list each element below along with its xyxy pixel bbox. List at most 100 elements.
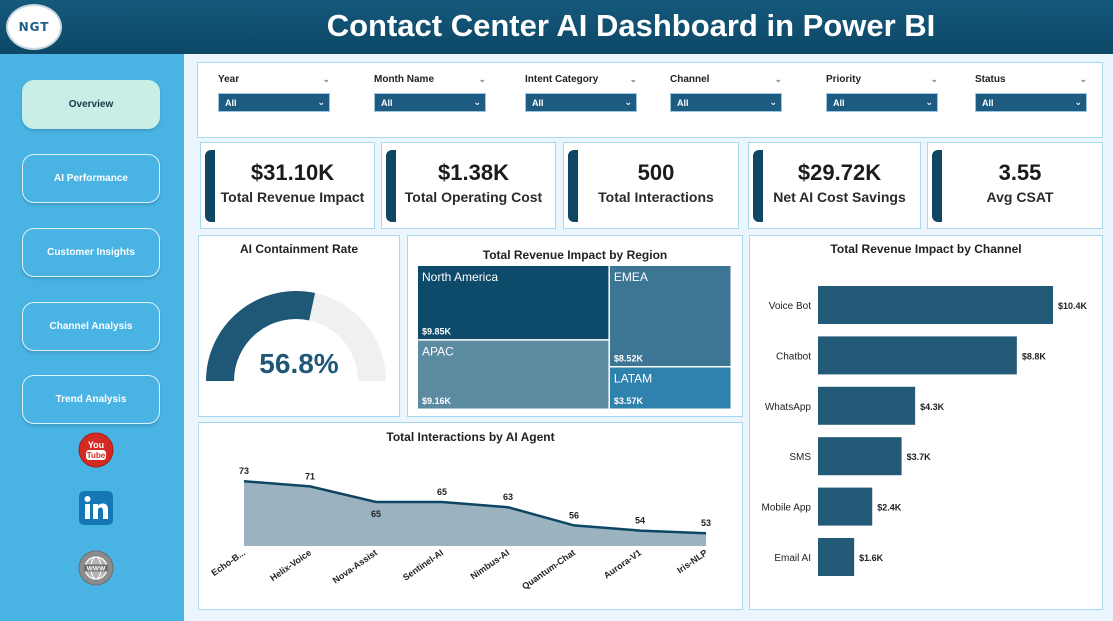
treemap-category-label: LATAM — [614, 371, 652, 385]
bar-value-label: $2.4K — [877, 503, 902, 513]
filter-status: Status ⌄ All ⌄ — [975, 71, 1087, 112]
kpi-card-avg-csat: 3.55 Avg CSAT — [927, 142, 1103, 229]
nav-ai-performance-button[interactable]: AI Performance — [22, 154, 160, 203]
gauge-value-label: 56.8% — [259, 348, 338, 379]
status-dropdown[interactable]: All ⌄ — [975, 93, 1087, 112]
gauge-panel: AI Containment Rate 56.8% — [198, 235, 400, 417]
kpi-card-net-ai-cost-savings: $29.72K Net AI Cost Savings — [748, 142, 921, 229]
logo-text: NGT — [18, 20, 50, 34]
nav-overview-button[interactable]: Overview — [22, 80, 160, 129]
bar-mobile-app[interactable] — [818, 487, 873, 526]
chevron-down-icon[interactable]: ⌄ — [322, 73, 330, 84]
page-title: Contact Center AI Dashboard in Power BI — [326, 8, 936, 43]
chevron-down-icon[interactable]: ⌄ — [930, 73, 938, 84]
bar-chatbot[interactable] — [818, 336, 1017, 375]
kpi-accent-bar — [753, 150, 763, 222]
bar-category-label: WhatsApp — [765, 402, 812, 413]
treemap-panel: Total Revenue Impact by Region North Ame… — [407, 235, 743, 417]
agent-axis-label: Helix-Voice — [268, 547, 313, 583]
kpi-value: $1.38K — [438, 160, 509, 185]
chevron-down-icon: ⌄ — [925, 97, 933, 107]
chevron-down-icon[interactable]: ⌄ — [774, 73, 782, 84]
treemap-category-label: APAC — [422, 345, 454, 359]
agent-axis-label: Echo-B... — [209, 547, 247, 578]
agent-axis-label: Quantum-Chat — [520, 547, 577, 591]
bar-category-label: Mobile App — [762, 503, 812, 514]
priority-dropdown[interactable]: All ⌄ — [826, 93, 938, 112]
agent-axis-label: Aurora-V1 — [602, 547, 643, 580]
nav-customer-insights-button[interactable]: Customer Insights — [22, 228, 160, 277]
year-dropdown[interactable]: All ⌄ — [218, 93, 330, 112]
intent-category-dropdown[interactable]: All ⌄ — [525, 93, 637, 112]
chevron-down-icon[interactable]: ⌄ — [629, 73, 637, 84]
month-name-dropdown[interactable]: All ⌄ — [374, 93, 486, 112]
dropdown-value: All — [677, 97, 689, 108]
kpi-label: Net AI Cost Savings — [773, 189, 906, 205]
bar-sms[interactable] — [818, 437, 902, 476]
sidebar: Overview AI Performance Customer Insight… — [0, 54, 184, 621]
chevron-down-icon[interactable]: ⌄ — [1079, 73, 1087, 84]
svg-text:You: You — [88, 440, 104, 450]
dropdown-value: All — [225, 97, 237, 108]
channel-dropdown[interactable]: All ⌄ — [670, 93, 782, 112]
data-point-label: 54 — [635, 516, 645, 526]
chevron-down-icon[interactable]: ⌄ — [478, 73, 486, 84]
gauge-chart: 56.8% — [206, 291, 386, 382]
bar-value-label: $10.4K — [1058, 301, 1088, 311]
nav-channel-analysis-button[interactable]: Channel Analysis — [22, 302, 160, 351]
kpi-value: 500 — [637, 160, 675, 185]
area-line — [243, 479, 707, 535]
treemap-tile-north-america[interactable] — [418, 266, 609, 340]
chevron-down-icon: ⌄ — [1074, 97, 1082, 107]
data-point-label: 53 — [701, 518, 711, 528]
youtube-icon[interactable]: You Tube — [78, 432, 114, 468]
treemap-category-label: EMEA — [614, 270, 648, 284]
kpi-accent-bar — [568, 150, 578, 222]
treemap-value-label: $9.16K — [422, 396, 452, 406]
kpi-label: Total Interactions — [598, 189, 714, 205]
kpi-label: Total Operating Cost — [404, 189, 543, 205]
filter-label: Priority — [826, 73, 862, 85]
bar-voice-bot[interactable] — [818, 286, 1053, 324]
svg-text:Tube: Tube — [87, 451, 106, 460]
treemap-tile-emea[interactable] — [609, 266, 731, 366]
agent-axis-label: Iris-NLP — [675, 547, 709, 575]
kpi-card-total-interactions: 500 Total Interactions — [563, 142, 739, 229]
nav-trend-analysis-button[interactable]: Trend Analysis — [22, 375, 160, 424]
bar-category-label: Voice Bot — [769, 301, 811, 312]
web-icon[interactable]: WWW — [78, 550, 114, 586]
chevron-down-icon: ⌄ — [473, 97, 481, 107]
filter-priority: Priority ⌄ All ⌄ — [826, 71, 938, 112]
filter-channel: Channel ⌄ All ⌄ — [670, 71, 782, 112]
treemap-value-label: $9.85K — [422, 327, 452, 337]
treemap-value-label: $3.57K — [614, 396, 644, 406]
kpi-card-total-operating-cost: $1.38K Total Operating Cost — [381, 142, 556, 229]
kpi-value: $31.10K — [250, 160, 335, 185]
gauge-fill — [206, 291, 316, 382]
treemap-tile-latam[interactable] — [609, 367, 731, 409]
kpi-label: Total Revenue Impact — [220, 189, 365, 205]
treemap-category-label: North America — [422, 270, 498, 284]
channel-bar-panel: Total Revenue Impact by Channel Voice Bo… — [749, 235, 1103, 610]
treemap-title: Total Revenue Impact by Region — [482, 248, 668, 262]
chevron-down-icon: ⌄ — [769, 97, 777, 107]
dropdown-value: All — [982, 97, 994, 108]
agent-axis-label: Nimbus-AI — [469, 547, 512, 581]
linkedin-icon[interactable] — [78, 490, 114, 526]
bar-whatsapp[interactable] — [818, 386, 916, 425]
bar-value-label: $1.6K — [859, 553, 884, 563]
bar-category-label: SMS — [789, 452, 811, 463]
svg-text:WWW: WWW — [87, 566, 106, 573]
filter-label: Year — [218, 73, 240, 85]
bar-value-label: $3.7K — [907, 452, 932, 462]
filter-intent-category: Intent Category ⌄ All ⌄ — [525, 71, 637, 112]
bar-email-ai[interactable] — [818, 538, 855, 576]
kpi-card-total-revenue-impact: $31.10K Total Revenue Impact — [200, 142, 375, 229]
agent-axis-label: Sentinel-AI — [401, 547, 445, 582]
treemap-tile-apac[interactable] — [418, 340, 609, 409]
filter-month-name: Month Name ⌄ All ⌄ — [374, 71, 486, 112]
data-point-label: 73 — [239, 466, 249, 476]
agent-area-title: Total Interactions by AI Agent — [386, 430, 555, 444]
area-fill — [244, 481, 706, 546]
data-point-label: 63 — [503, 492, 513, 502]
